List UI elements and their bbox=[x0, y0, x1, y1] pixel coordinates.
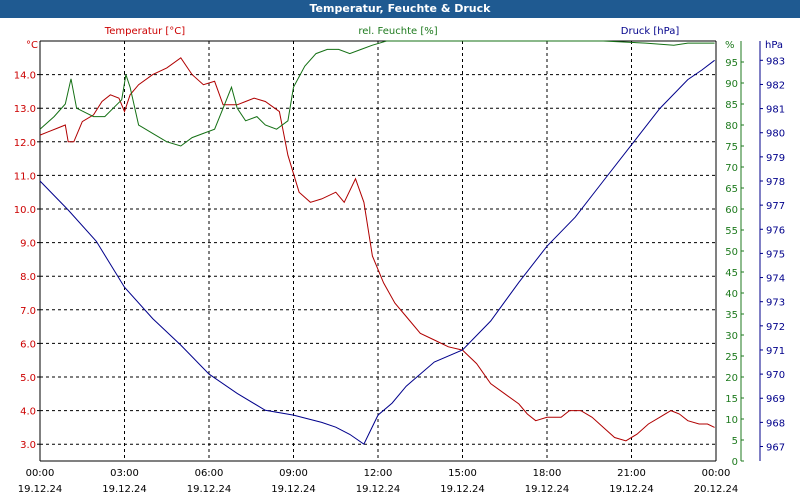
x-tick-time: 06:00 bbox=[195, 468, 224, 479]
x-tick-time: 00:00 bbox=[26, 468, 55, 479]
pressure-tick-label: 971 bbox=[766, 346, 785, 357]
pressure-tick-label: 967 bbox=[766, 443, 785, 454]
axes bbox=[37, 40, 763, 462]
pressure-tick-label: 977 bbox=[766, 201, 785, 212]
pressure-tick-label: 974 bbox=[766, 274, 785, 285]
humidity-tick-label: 80 bbox=[725, 121, 738, 132]
humidity-tick-label: 5 bbox=[732, 436, 738, 447]
left-tick-label: 6.0 bbox=[20, 339, 36, 350]
humidity-tick-label: 25 bbox=[725, 352, 738, 363]
chart-title-bar: Temperatur, Feuchte & Druck bbox=[0, 0, 800, 18]
pressure-tick-label: 976 bbox=[766, 225, 785, 236]
left-tick-label: 11.0 bbox=[14, 171, 36, 182]
humidity-tick-label: 95 bbox=[725, 58, 738, 69]
humidity-tick-label: 20 bbox=[725, 373, 738, 384]
humidity-tick-label: 55 bbox=[725, 226, 738, 237]
pressure-tick-label: 973 bbox=[766, 298, 785, 309]
left-tick-label: 14.0 bbox=[14, 71, 36, 82]
humidity-tick-label: 40 bbox=[725, 289, 738, 300]
humidity-line bbox=[39, 40, 715, 147]
humidity-tick-label: 10 bbox=[725, 415, 738, 426]
pressure-tick-label: 969 bbox=[766, 394, 785, 405]
pressure-tick-label: 975 bbox=[766, 249, 785, 260]
x-tick-date: 19.12.24 bbox=[102, 484, 147, 495]
x-tick-date: 19.12.24 bbox=[609, 484, 654, 495]
x-tick-date: 19.12.24 bbox=[525, 484, 570, 495]
x-tick-time: 09:00 bbox=[279, 468, 308, 479]
pressure-tick-label: 970 bbox=[766, 370, 785, 381]
pressure-line bbox=[39, 59, 715, 445]
grid-lines bbox=[40, 41, 716, 461]
x-tick-date: 20.12.24 bbox=[694, 484, 739, 495]
x-tick-time: 18:00 bbox=[533, 468, 562, 479]
pressure-unit-label: hPa bbox=[765, 40, 783, 51]
humidity-tick-label: 85 bbox=[725, 100, 738, 111]
pressure-tick-label: 982 bbox=[766, 80, 785, 91]
pressure-tick-label: 981 bbox=[766, 105, 785, 116]
pressure-tick-label: 968 bbox=[766, 418, 785, 429]
x-tick-time: 03:00 bbox=[110, 468, 139, 479]
humidity-tick-label: 90 bbox=[725, 79, 738, 90]
x-tick-time: 12:00 bbox=[364, 468, 393, 479]
left-tick-label: 7.0 bbox=[20, 306, 36, 317]
left-tick-label: 13.0 bbox=[14, 104, 36, 115]
x-tick-date: 19.12.24 bbox=[440, 484, 485, 495]
x-tick-date: 19.12.24 bbox=[356, 484, 401, 495]
humidity-tick-label: 50 bbox=[725, 247, 738, 258]
humidity-tick-label: 75 bbox=[725, 142, 738, 153]
pressure-tick-label: 980 bbox=[766, 129, 785, 140]
pressure-tick-label: 972 bbox=[766, 322, 785, 333]
x-tick-date: 19.12.24 bbox=[187, 484, 232, 495]
humidity-series-label: rel. Feuchte [%] bbox=[358, 26, 437, 37]
humidity-tick-label: 70 bbox=[725, 163, 738, 174]
pressure-series-label: Druck [hPa] bbox=[621, 26, 680, 37]
series-lines bbox=[39, 40, 715, 445]
pressure-tick-label: 978 bbox=[766, 177, 785, 188]
x-tick-date: 19.12.24 bbox=[18, 484, 63, 495]
left-tick-label: 9.0 bbox=[20, 239, 36, 250]
humidity-tick-label: 35 bbox=[725, 310, 738, 321]
temperature-series-label: Temperatur [°C] bbox=[104, 26, 185, 37]
left-tick-label: 10.0 bbox=[14, 205, 36, 216]
x-tick-time: 15:00 bbox=[448, 468, 477, 479]
humidity-tick-label: 45 bbox=[725, 268, 738, 279]
chart-title: Temperatur, Feuchte & Druck bbox=[309, 2, 491, 15]
left-tick-label: 5.0 bbox=[20, 373, 36, 384]
humidity-tick-label: 65 bbox=[725, 184, 738, 195]
humidity-tick-label: 0 bbox=[732, 457, 738, 468]
axis-labels: 00:00 19.12.24 03:00 19.12.24 06:00 19.12.24 0… bbox=[14, 26, 785, 495]
humidity-tick-label: 30 bbox=[725, 331, 738, 342]
left-tick-label: 3.0 bbox=[20, 440, 36, 451]
temperature-line bbox=[39, 57, 715, 442]
left-tick-label: 4.0 bbox=[20, 407, 36, 418]
pressure-tick-label: 979 bbox=[766, 153, 785, 164]
humidity-unit-label: % bbox=[725, 40, 735, 51]
x-tick-time: 00:00 bbox=[702, 468, 731, 479]
humidity-tick-label: 15 bbox=[725, 394, 738, 405]
left-tick-label: 12.0 bbox=[14, 138, 36, 149]
x-tick-time: 21:00 bbox=[617, 468, 646, 479]
pressure-tick-label: 983 bbox=[766, 56, 785, 67]
humidity-tick-label: 60 bbox=[725, 205, 738, 216]
left-tick-label: 8.0 bbox=[20, 272, 36, 283]
x-tick-date: 19.12.24 bbox=[271, 484, 316, 495]
temperature-unit-label: °C bbox=[26, 40, 38, 51]
